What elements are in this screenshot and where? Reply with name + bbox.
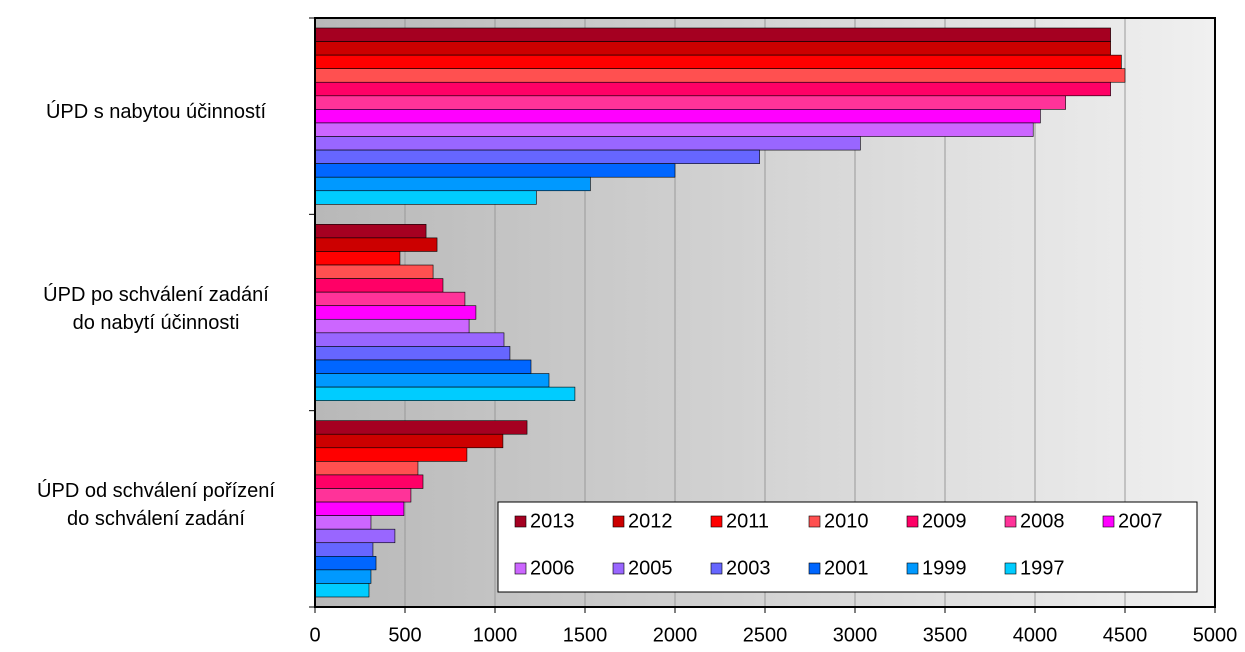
- legend-label: 2001: [824, 557, 869, 579]
- legend-label: 1999: [922, 557, 967, 579]
- legend-swatch: [906, 515, 919, 528]
- x-tick-label: 2500: [743, 624, 788, 646]
- bar: [314, 583, 370, 598]
- legend-label: 2008: [1020, 510, 1065, 532]
- x-tick-label: 5000: [1193, 624, 1238, 646]
- legend-swatch: [1004, 515, 1017, 528]
- bar: [314, 447, 468, 462]
- bar: [314, 81, 1111, 97]
- legend-swatch: [808, 562, 821, 575]
- plot-border: [314, 17, 1216, 608]
- bar: [314, 542, 374, 557]
- x-tick-label: 3500: [923, 624, 968, 646]
- legend-label: 2005: [628, 557, 673, 579]
- bar: [314, 149, 760, 164]
- bar: [314, 488, 412, 503]
- bar: [314, 122, 1034, 137]
- bar: [314, 264, 434, 279]
- bar: [314, 305, 477, 320]
- legend-label: 2007: [1118, 510, 1163, 532]
- legend-label: 2012: [628, 510, 673, 532]
- bar: [314, 224, 427, 239]
- bar: [314, 278, 444, 293]
- bar: [314, 237, 438, 252]
- bar: [314, 556, 377, 571]
- x-tick-label: 4000: [1013, 624, 1058, 646]
- bar: [314, 163, 676, 178]
- legend-swatch: [710, 515, 723, 528]
- category-label: ÚPD od schválení pořízení do schválení z…: [37, 479, 275, 530]
- legend-label: 2003: [726, 557, 771, 579]
- bar: [314, 386, 576, 401]
- bar: [314, 136, 861, 151]
- bar: [314, 176, 591, 192]
- bar: [314, 474, 424, 489]
- x-tick-label: 3000: [833, 624, 878, 646]
- legend-swatch: [808, 515, 821, 528]
- bar: [314, 373, 550, 388]
- bar: [314, 95, 1066, 110]
- category-label: ÚPD po schválení zadání do nabytí účinno…: [43, 283, 269, 334]
- legend-swatch: [612, 515, 625, 528]
- legend-label: 2006: [530, 557, 575, 579]
- x-tick-label: 0: [309, 624, 320, 646]
- bar: [314, 461, 419, 476]
- bar: [314, 27, 1111, 42]
- bar: [314, 501, 405, 516]
- legend-swatch: [1004, 562, 1017, 575]
- x-tick-label: 500: [388, 624, 421, 646]
- bar: [314, 528, 396, 544]
- legend: 2013 2012 2011 2010 2009 2008 2007 2006 2005 2003…: [497, 501, 1198, 593]
- legend-label: 2010: [824, 510, 869, 532]
- bar: [314, 109, 1041, 124]
- bar: [314, 190, 537, 205]
- x-tick-label: 1500: [563, 624, 608, 646]
- bar: [314, 332, 505, 347]
- legend-label: 2013: [530, 510, 575, 532]
- bar: [314, 346, 511, 361]
- x-tick-label: 4500: [1103, 624, 1148, 646]
- x-tick-label: 1000: [473, 624, 518, 646]
- x-tick-label: 2000: [653, 624, 698, 646]
- legend-swatch: [1102, 515, 1115, 528]
- legend-swatch: [514, 515, 527, 528]
- legend-label: 2011: [726, 510, 769, 532]
- bar: [314, 54, 1122, 69]
- bar: [314, 515, 372, 530]
- bar: [314, 569, 372, 584]
- legend-label: 1997: [1020, 557, 1065, 579]
- category-label: ÚPD s nabytou účinností: [45, 101, 267, 124]
- bar: [314, 291, 466, 307]
- legend-label: 2009: [922, 510, 967, 532]
- bar: [314, 251, 401, 266]
- bar: [314, 420, 528, 435]
- legend-swatch: [710, 562, 723, 575]
- bar: [314, 318, 470, 334]
- legend-swatch: [514, 562, 527, 575]
- legend-swatch: [612, 562, 625, 575]
- bar: [314, 359, 532, 374]
- legend-swatch: [906, 562, 919, 575]
- bar: [314, 41, 1111, 56]
- bar: [314, 68, 1126, 83]
- bar: [314, 433, 504, 449]
